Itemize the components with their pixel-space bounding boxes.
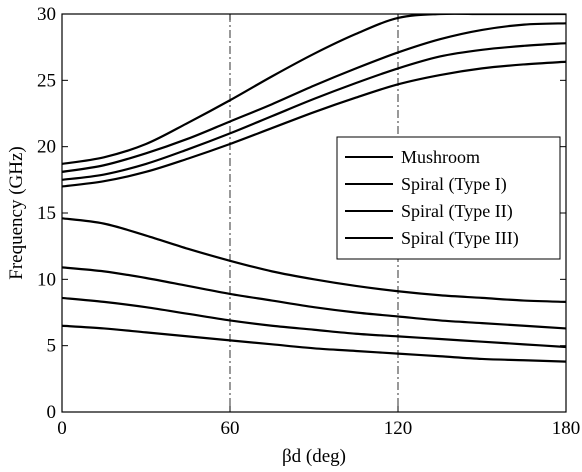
legend-entry-mushroom: Mushroom <box>345 147 480 167</box>
series-line-spiral-type-iii-upper <box>62 60 566 188</box>
legend-label-spiral-type-1: Spiral (Type I) <box>401 174 507 195</box>
legend-label-spiral-type-2: Spiral (Type II) <box>401 201 513 222</box>
series-layer <box>62 14 566 363</box>
series-line-spiral-type-i-lower <box>62 266 566 330</box>
legend-entry-spiral-type-3: Spiral (Type III) <box>345 228 519 249</box>
legend-entry-spiral-type-1: Spiral (Type I) <box>345 174 507 195</box>
legend-label-mushroom: Mushroom <box>401 147 480 167</box>
series-line-spiral-type-ii-lower <box>62 296 566 349</box>
y-axis-title: Frequency (GHz) <box>6 146 27 279</box>
x-tick-label-180: 180 <box>552 418 581 439</box>
y-tick-label-15: 15 <box>37 203 56 224</box>
tick-labels: 0 60 120 180 0 5 10 15 20 25 30 <box>37 4 580 439</box>
y-tick-label-25: 25 <box>37 70 56 91</box>
series-line-spiral-type-i-upper <box>62 22 566 173</box>
legend: Mushroom Spiral (Type I) Spiral (Type II… <box>336 136 561 260</box>
y-tick-label-30: 30 <box>37 4 56 25</box>
y-tick-label-5: 5 <box>47 336 57 357</box>
series-line-mushroom-upper <box>62 14 566 165</box>
series-line-spiral-type-ii-upper <box>62 42 566 181</box>
x-tick-label-60: 60 <box>221 418 240 439</box>
x-tick-label-120: 120 <box>384 418 413 439</box>
x-tick-label-0: 0 <box>57 418 67 439</box>
series-line-spiral-type-iii-lower <box>62 324 566 363</box>
y-tick-label-20: 20 <box>37 137 56 158</box>
y-tick-label-10: 10 <box>37 269 56 290</box>
axis-ticks <box>61 13 567 413</box>
x-axis-title: βd (deg) <box>282 446 346 467</box>
legend-entry-spiral-type-2: Spiral (Type II) <box>345 201 513 222</box>
series-line-mushroom-lower <box>62 217 566 303</box>
legend-label-spiral-type-3: Spiral (Type III) <box>401 228 519 249</box>
y-tick-label-0: 0 <box>47 402 57 423</box>
